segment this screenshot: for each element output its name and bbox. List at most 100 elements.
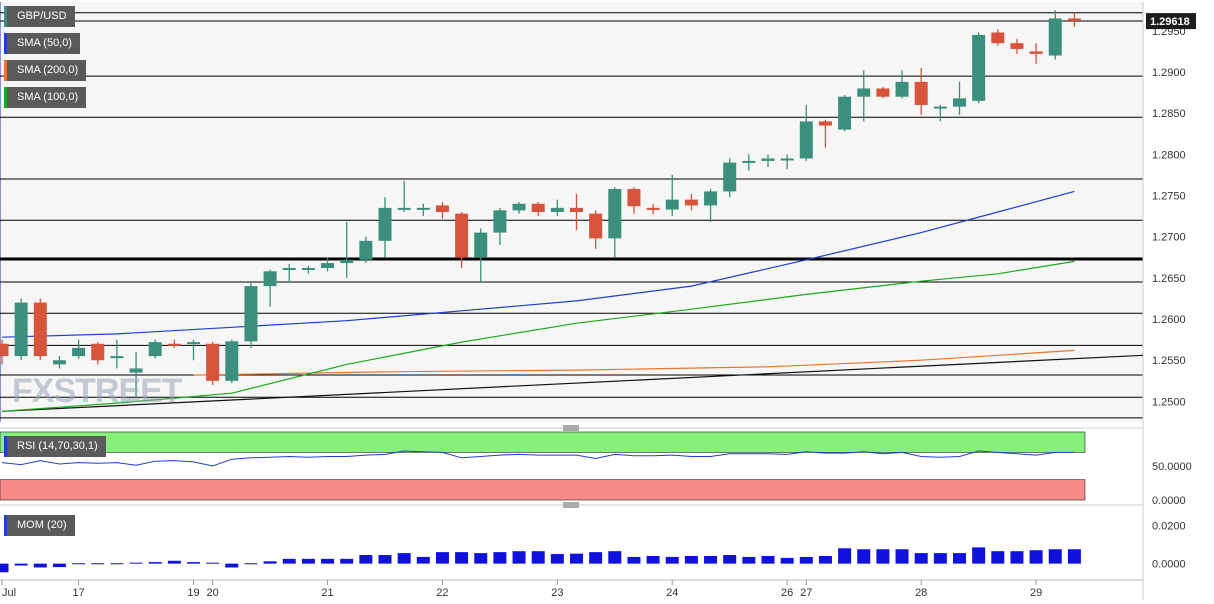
- candle-body: [129, 368, 143, 373]
- momentum-bar: [818, 555, 832, 564]
- price-y-tick-label: 1.2700: [1152, 232, 1186, 244]
- momentum-bar: [33, 563, 47, 568]
- candle-body: [914, 81, 928, 105]
- x-tick-label: Jul: [2, 587, 16, 599]
- momentum-bar: [1029, 550, 1043, 564]
- time-x-axis: Jul 17 19 20 21 22 23 24 26 27 28 29: [0, 579, 1143, 599]
- candle-body: [838, 96, 852, 130]
- momentum-pane: 0.0200 0.0000: [0, 520, 1186, 573]
- momentum-bar: [378, 555, 392, 564]
- legend-rsi[interactable]: RSI (14,70,30,1): [4, 436, 106, 457]
- momentum-bar: [876, 549, 890, 564]
- price-candles: [0, 10, 1081, 398]
- candle-body: [397, 207, 411, 210]
- price-y-tick-label: 1.2600: [1152, 314, 1186, 326]
- candle-body: [953, 98, 966, 107]
- price-y-tick-label: 1.2800: [1152, 149, 1186, 161]
- legend-sma-50[interactable]: SMA (50,0): [4, 33, 81, 54]
- candle-body: [665, 199, 679, 210]
- candle-body: [550, 207, 564, 212]
- last-price-badge: [1146, 13, 1196, 30]
- last-price-label: 1.29618: [1150, 16, 1190, 28]
- price-y-tick-label: 1.2650: [1152, 273, 1186, 285]
- momentum-bar: [91, 563, 105, 565]
- trendline: [1, 354, 1144, 412]
- candle-body: [589, 213, 603, 239]
- momentum-bar: [397, 553, 411, 564]
- momentum-bar: [148, 562, 162, 564]
- momentum-bar: [704, 555, 718, 564]
- sma-line-0: [1, 190, 1075, 338]
- candle-body: [110, 356, 124, 359]
- momentum-bar: [665, 556, 679, 564]
- price-horizontal-levels: [0, 2, 1144, 600]
- momentum-bar: [244, 563, 258, 565]
- candle-body: [876, 88, 890, 97]
- momentum-bar: [684, 555, 698, 564]
- candle-body: [416, 207, 430, 210]
- fxstreet-watermark: FXSTREET: [12, 372, 183, 410]
- candle-body: [608, 188, 622, 239]
- momentum-bar: [512, 551, 526, 564]
- candle-body: [570, 207, 583, 212]
- legend-sma-100[interactable]: SMA (100,0): [4, 87, 87, 108]
- momentum-bar: [589, 552, 603, 564]
- price-y-tick-label: 1.2500: [1152, 396, 1186, 408]
- candle-body: [723, 162, 737, 192]
- candle-body: [1029, 51, 1043, 54]
- momentum-bar: [474, 553, 488, 564]
- momentum-bar: [723, 555, 737, 564]
- price-y-tick-label: 1.2900: [1152, 67, 1186, 79]
- legend-mom[interactable]: MOM (20): [4, 515, 75, 536]
- momentum-y-tick-label: 0.0000: [1152, 559, 1186, 571]
- momentum-bar: [129, 562, 143, 564]
- momentum-bar: [608, 551, 622, 564]
- candle-body: [780, 158, 794, 161]
- momentum-bar: [761, 555, 775, 564]
- momentum-bar: [110, 563, 124, 565]
- candle-body: [340, 259, 354, 264]
- momentum-bar: [799, 556, 813, 564]
- momentum-bar: [972, 547, 986, 564]
- candle-body: [761, 158, 775, 161]
- momentum-bar: [340, 558, 354, 564]
- x-tick-label: 19: [187, 587, 199, 599]
- price-y-tick-label: 1.2550: [1152, 355, 1186, 367]
- momentum-bar: [857, 549, 871, 564]
- rsi-line: [1, 450, 1075, 467]
- pane-splitter-2[interactable]: [0, 502, 1143, 508]
- pane-splitter-1[interactable]: [0, 425, 1143, 431]
- momentum-bar: [933, 553, 947, 564]
- candle-body: [244, 286, 258, 342]
- momentum-bar: [1048, 549, 1062, 564]
- x-tick-label: 28: [915, 587, 927, 599]
- candle-body: [531, 203, 545, 212]
- momentum-bar: [0, 563, 9, 573]
- candle-body: [378, 207, 392, 241]
- momentum-bar: [570, 553, 583, 564]
- x-tick-label: 23: [551, 587, 563, 599]
- candle-body: [512, 203, 526, 211]
- candle-body: [1048, 18, 1062, 56]
- sma-line-2: [1, 260, 1075, 412]
- momentum-bar: [206, 562, 220, 564]
- momentum-bar: [914, 553, 928, 564]
- candle-body: [225, 341, 239, 381]
- candle-body: [0, 343, 9, 357]
- candle-body: [742, 160, 756, 163]
- momentum-y-tick-label: 0.0200: [1152, 520, 1186, 532]
- momentum-bar: [301, 558, 315, 564]
- sma-line-1: [193, 349, 1075, 376]
- price-y-tick-label: 1.2850: [1152, 108, 1186, 120]
- legend-sma-200[interactable]: SMA (200,0): [4, 60, 87, 81]
- candle-body: [684, 199, 698, 206]
- x-tick-label: 22: [436, 587, 448, 599]
- momentum-bar: [627, 556, 641, 564]
- momentum-bar: [895, 549, 909, 564]
- candle-body: [972, 34, 986, 101]
- legend-gbpusd[interactable]: GBP/USD: [4, 6, 75, 27]
- candle-body: [14, 302, 28, 357]
- candle-body: [52, 360, 66, 365]
- candle-body: [301, 268, 315, 270]
